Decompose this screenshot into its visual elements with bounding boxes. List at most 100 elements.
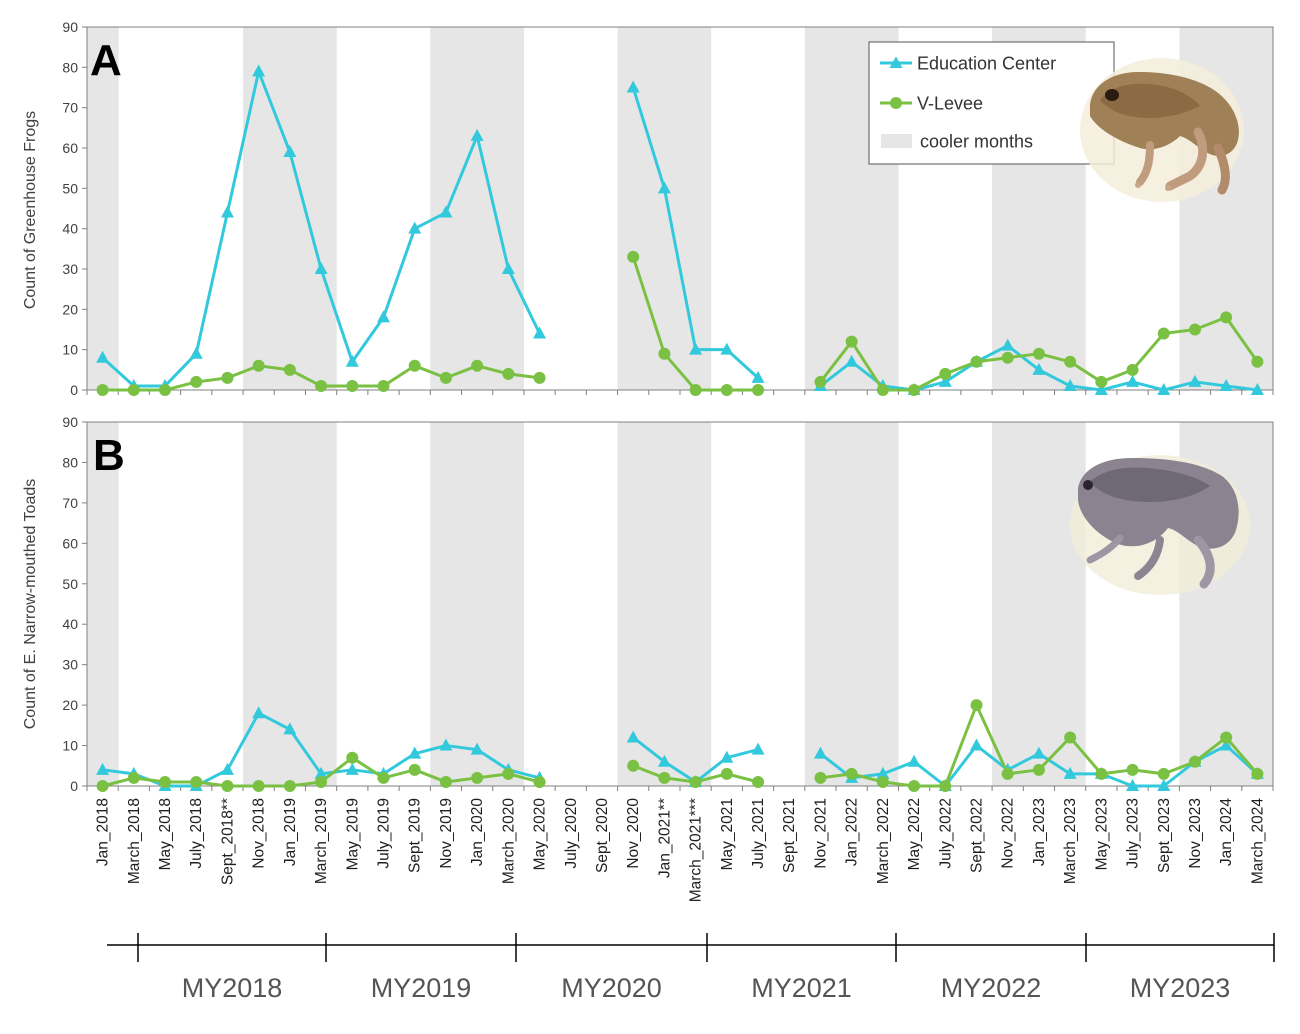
v-levee-point <box>408 763 421 776</box>
v-levee-point <box>720 384 733 396</box>
v-levee-point <box>252 359 265 372</box>
monitoring-year-label: MY2023 <box>1130 973 1231 1003</box>
v-levee-point <box>221 780 234 792</box>
panel-b-letter: B <box>93 431 125 480</box>
x-month-label: May_2018 <box>157 798 174 870</box>
x-month-label: Jan_2022 <box>844 798 861 866</box>
education-center-point <box>751 370 765 383</box>
education-center-point <box>720 342 734 355</box>
v-levee-point <box>439 371 452 384</box>
v-levee-point <box>1032 347 1045 360</box>
education-center-point <box>626 80 640 93</box>
v-levee-point <box>1126 763 1139 776</box>
v-levee-point <box>377 771 390 784</box>
education-center-point <box>657 181 671 194</box>
education-center-point <box>220 762 234 775</box>
v-levee-point <box>159 384 172 396</box>
cooler-band <box>992 422 1086 786</box>
x-month-label: Sept_2019 <box>407 798 424 873</box>
y-tick-label: 90 <box>62 19 78 35</box>
v-levee-point <box>939 367 952 380</box>
education-center-point <box>283 145 297 158</box>
v-levee-point <box>1220 731 1233 744</box>
education-center-point <box>96 350 110 363</box>
v-levee-point <box>658 347 671 360</box>
cooler-band <box>87 27 119 390</box>
v-levee-point <box>814 771 827 784</box>
monitoring-year-bar: MY2018 MY2019 MY2020 MY2021 MY2022 MY2023 <box>107 933 1275 1003</box>
education-center-point <box>1001 338 1015 351</box>
y-tick-label: 90 <box>62 414 78 430</box>
v-levee-point <box>720 767 733 780</box>
y-tick-label: 80 <box>62 59 78 75</box>
v-levee-point <box>252 780 265 792</box>
education-center-point <box>345 354 359 367</box>
v-levee-point <box>1251 355 1264 368</box>
v-levee-point <box>96 780 109 792</box>
education-center-point <box>1157 383 1171 395</box>
y-tick-label: 40 <box>62 616 78 632</box>
x-month-label: July_2022 <box>937 798 954 869</box>
education-center-point <box>1032 746 1046 759</box>
legend-circle-icon <box>890 97 902 109</box>
education-center-point <box>408 221 422 234</box>
x-month-label: Nov_2022 <box>1000 798 1017 869</box>
cooler-band <box>430 422 524 786</box>
panel-b-cooler-bands <box>87 422 1273 786</box>
y-tick-label: 50 <box>62 576 78 592</box>
education-center-point <box>1250 383 1264 395</box>
x-month-label: July_2020 <box>563 798 580 869</box>
education-center-point <box>907 754 921 767</box>
legend: Education Center V-Levee cooler months <box>868 41 1115 165</box>
y-tick-label: 0 <box>70 778 78 794</box>
education-center-point <box>1126 779 1140 791</box>
x-month-label: Jan_2020 <box>469 798 486 866</box>
y-tick-label: 30 <box>62 657 78 673</box>
education-center-point <box>751 742 765 755</box>
v-levee-point <box>221 371 234 384</box>
v-levee-point <box>96 384 109 396</box>
education-center-point <box>533 326 547 339</box>
v-levee-point <box>283 780 296 792</box>
x-month-label: Sept_2021 <box>781 798 798 873</box>
monitoring-year-label: MY2018 <box>182 973 283 1003</box>
education-center-point <box>252 706 266 719</box>
v-levee-point <box>1251 767 1264 780</box>
panel-b: 0 10 20 30 40 50 60 70 80 90 B Count of E. Narrow… <box>22 414 1274 794</box>
x-month-label: Nov_2021 <box>812 798 829 869</box>
v-levee-point <box>1064 355 1077 368</box>
education-center-point <box>938 374 952 387</box>
education-center-point <box>1219 378 1233 391</box>
y-tick-label: 70 <box>62 495 78 511</box>
education-center-point <box>1126 374 1140 387</box>
legend-label-cooler-months: cooler months <box>920 132 1033 152</box>
v-levee-point <box>845 335 858 348</box>
education-center-point <box>689 342 703 355</box>
x-month-label: July_2021 <box>750 798 767 869</box>
education-center-point <box>189 346 203 359</box>
v-levee-point <box>845 767 858 780</box>
v-levee-point <box>908 384 921 396</box>
y-tick-label: 60 <box>62 535 78 551</box>
v-levee-point <box>315 379 328 392</box>
education-center-point <box>1157 779 1171 791</box>
v-levee-point <box>814 375 827 388</box>
x-month-label: March_2021*** <box>688 798 705 902</box>
v-levee-point <box>1126 363 1139 376</box>
panel-a-letter: A <box>90 36 122 85</box>
education-center-point <box>314 262 328 274</box>
v-levee-point <box>876 775 889 788</box>
v-levee-point <box>1001 767 1014 780</box>
education-center-point <box>1063 766 1077 779</box>
cooler-band <box>804 422 899 786</box>
monitoring-year-label: MY2020 <box>561 973 662 1003</box>
v-levee-point <box>159 775 172 788</box>
x-month-label: Jan_2021** <box>656 798 673 878</box>
v-levee-point <box>876 384 889 396</box>
x-month-label: May_2023 <box>1093 798 1110 870</box>
x-month-label: July_2023 <box>1125 798 1142 869</box>
education-center-point <box>377 310 390 323</box>
y-tick-label: 0 <box>70 382 78 398</box>
panel-a: 0 10 20 30 40 50 60 70 80 90 A Count of Greenhous… <box>22 19 1274 398</box>
